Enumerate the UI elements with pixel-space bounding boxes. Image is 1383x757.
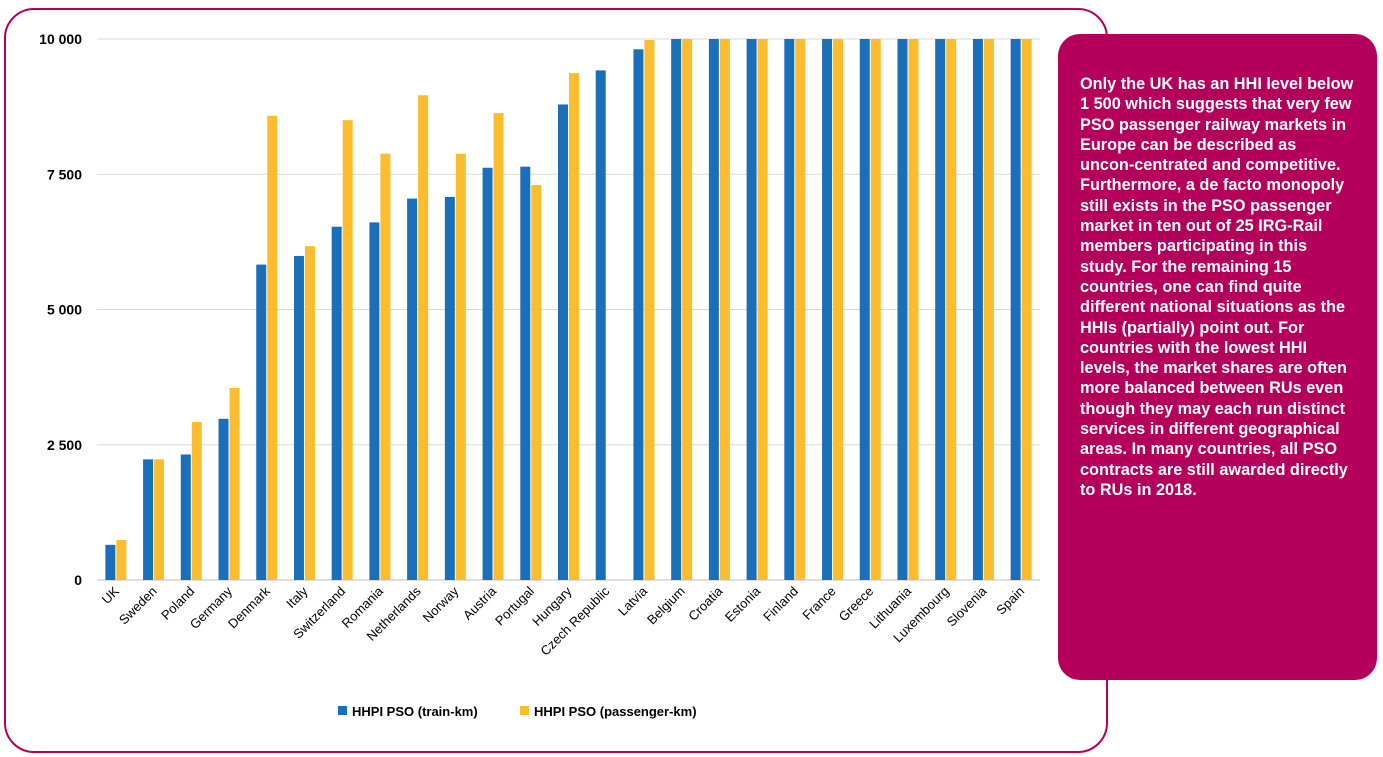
x-tick-label: Spain — [993, 584, 1027, 618]
bar-train-km — [746, 39, 757, 580]
x-tick-label: Belgium — [644, 584, 688, 628]
bar-passenger-km — [116, 539, 127, 580]
bar-train-km — [520, 166, 531, 580]
bar-train-km — [256, 264, 267, 580]
x-tick-label: Czech Republic — [537, 583, 612, 658]
bar-train-km — [331, 226, 342, 581]
bar-passenger-km — [493, 113, 504, 580]
x-tick-label: Norway — [420, 583, 462, 625]
bar-passenger-km — [191, 422, 202, 580]
bar-train-km — [293, 255, 304, 581]
y-axis-ticks: 0 2 500 5 000 7 500 10 000 — [39, 31, 82, 588]
bar-passenger-km — [946, 39, 957, 580]
bar-train-km — [558, 104, 568, 580]
bar-train-km — [482, 167, 493, 580]
commentary-box: Only the UK has an HHI level below 1 500… — [1058, 34, 1377, 680]
bar-passenger-km — [304, 246, 315, 580]
bar-train-km — [218, 418, 229, 580]
legend-swatch — [520, 706, 529, 715]
bar-train-km — [105, 544, 116, 580]
legend: HHPI PSO (train-km) HHPI PSO (passenger-k… — [338, 704, 697, 719]
x-tick-label: UK — [99, 583, 123, 607]
bar-passenger-km — [795, 39, 806, 580]
legend-label: HHPI PSO (train-km) — [352, 704, 478, 719]
bar-passenger-km — [870, 39, 881, 580]
commentary-text: Only the UK has an HHI level below 1 500… — [1080, 75, 1354, 499]
x-tick-label: Estonia — [722, 583, 764, 625]
x-tick-label: Italy — [283, 583, 311, 611]
bar-passenger-km — [154, 459, 165, 580]
x-tick-label: Finland — [760, 584, 801, 625]
bar-train-km — [859, 39, 870, 580]
y-tick-label: 5 000 — [47, 302, 82, 318]
bar-train-km — [897, 39, 908, 580]
bar-passenger-km — [757, 39, 768, 580]
x-tick-label: Portugal — [492, 583, 537, 628]
bar-passenger-km — [229, 387, 240, 580]
bars — [105, 39, 1032, 581]
bar-passenger-km — [908, 39, 919, 580]
x-tick-label: Slovenia — [944, 583, 990, 629]
bar-train-km — [143, 459, 154, 580]
bar-passenger-km — [531, 185, 542, 580]
bar-passenger-km — [342, 120, 353, 581]
bar-passenger-km — [983, 39, 994, 580]
bar-train-km — [180, 454, 191, 580]
x-tick-label: Sweden — [116, 584, 160, 628]
bar-passenger-km — [719, 39, 730, 580]
bar-train-km — [444, 196, 455, 581]
bar-train-km — [633, 49, 644, 581]
bar-passenger-km — [569, 73, 579, 580]
bar-train-km — [595, 70, 606, 581]
bar-train-km — [671, 39, 682, 580]
bar-train-km — [369, 222, 380, 581]
bar-train-km — [407, 198, 418, 580]
x-tick-label: Croatia — [685, 583, 726, 624]
bar-train-km — [1010, 39, 1021, 580]
bar-passenger-km — [455, 153, 466, 580]
bar-train-km — [935, 39, 946, 580]
bar-passenger-km — [267, 115, 278, 581]
y-tick-label: 10 000 — [39, 31, 82, 47]
legend-swatch — [338, 706, 347, 715]
y-tick-label: 2 500 — [47, 437, 82, 453]
x-tick-label: Denmark — [225, 583, 273, 631]
y-tick-label: 7 500 — [47, 166, 82, 182]
x-tick-label: France — [799, 584, 838, 623]
chart-frame — [4, 8, 1108, 753]
bar-passenger-km — [833, 39, 844, 580]
x-tick-label: Latvia — [615, 583, 651, 619]
bar-passenger-km — [682, 39, 693, 580]
bar-passenger-km — [418, 95, 429, 580]
bar-train-km — [784, 39, 795, 580]
y-tick-label: 0 — [74, 572, 82, 588]
bar-train-km — [822, 39, 833, 580]
legend-label: HHPI PSO (passenger-km) — [534, 704, 697, 719]
bar-train-km — [708, 39, 719, 580]
bar-passenger-km — [1021, 39, 1032, 580]
bar-train-km — [972, 39, 983, 580]
bar-passenger-km — [380, 153, 391, 580]
bar-passenger-km — [644, 40, 655, 580]
gridlines — [97, 38, 1040, 581]
